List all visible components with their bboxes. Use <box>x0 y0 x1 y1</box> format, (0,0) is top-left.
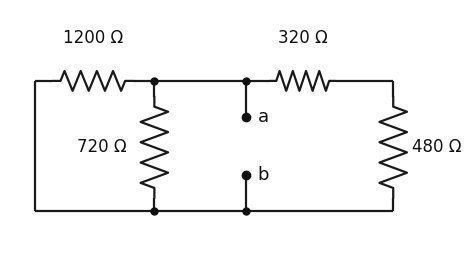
Text: 720 Ω: 720 Ω <box>77 138 127 156</box>
Text: 1200 Ω: 1200 Ω <box>63 29 123 47</box>
Text: 480 Ω: 480 Ω <box>411 138 461 156</box>
Text: b: b <box>258 166 269 184</box>
Text: a: a <box>258 108 269 126</box>
Text: 320 Ω: 320 Ω <box>278 29 328 47</box>
